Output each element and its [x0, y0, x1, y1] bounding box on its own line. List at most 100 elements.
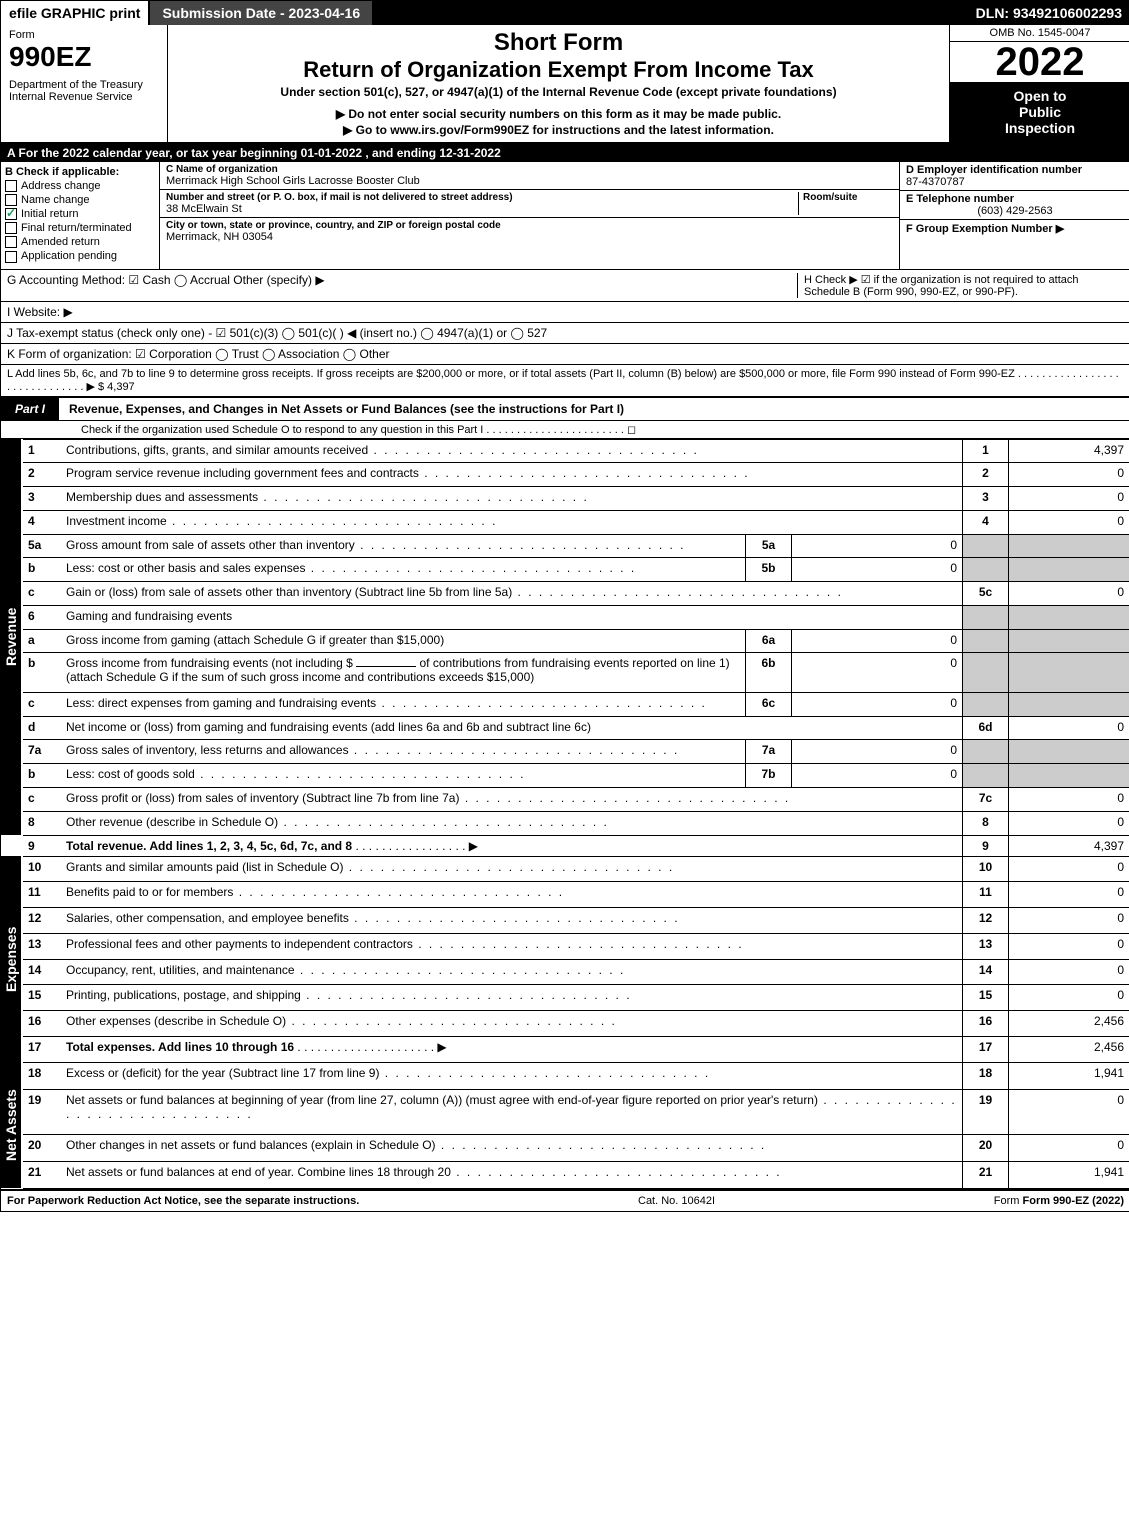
table-row: 12 Salaries, other compensation, and emp…: [1, 908, 1129, 934]
tax-year: 2022: [950, 42, 1129, 82]
dept-label: Department of the Treasury: [9, 79, 159, 91]
line-desc: Total revenue. Add lines 1, 2, 3, 4, 5c,…: [66, 839, 352, 853]
shaded-cell: [963, 534, 1009, 558]
section-b: B Check if applicable: Address change Na…: [1, 162, 160, 269]
shaded-cell: [963, 692, 1009, 716]
check-final-return: Final return/terminated: [5, 222, 155, 234]
line-desc: Membership dues and assessments: [66, 490, 589, 504]
line-subref: 6b: [746, 653, 792, 693]
footer-right: Form Form 990-EZ (2022): [994, 1195, 1124, 1207]
footer-mid: Cat. No. 10642I: [638, 1195, 715, 1207]
footer-left: For Paperwork Reduction Act Notice, see …: [7, 1195, 359, 1207]
line-num: 2: [23, 463, 61, 487]
inspection-line2: Public: [954, 104, 1126, 120]
table-row: 20 Other changes in net assets or fund b…: [1, 1134, 1129, 1161]
check-name-change: Name change: [5, 194, 155, 206]
line-desc: Investment income: [66, 514, 497, 528]
line-num: b: [23, 764, 61, 788]
line-val: 0: [1009, 933, 1129, 959]
shaded-cell: [1009, 558, 1129, 582]
phone-value: (603) 429-2563: [906, 205, 1124, 217]
header-left: Form 990EZ Department of the Treasury In…: [1, 25, 168, 142]
line-num: 20: [23, 1134, 61, 1161]
line-num: 21: [23, 1161, 61, 1188]
line-val: 0: [1009, 908, 1129, 934]
org-name-cell: C Name of organization Merrimack High Sc…: [160, 162, 899, 190]
line-ref: 15: [963, 985, 1009, 1011]
line-ref: 7c: [963, 787, 1009, 811]
table-row: 11 Benefits paid to or for members 11 0: [1, 882, 1129, 908]
line-desc: Net assets or fund balances at end of ye…: [66, 1165, 782, 1179]
part1-check-line: Check if the organization used Schedule …: [1, 421, 1129, 439]
shaded-cell: [1009, 534, 1129, 558]
line-desc: Gross amount from sale of assets other t…: [66, 538, 686, 552]
efile-print-label: efile GRAPHIC print: [1, 1, 150, 25]
table-row: 8 Other revenue (describe in Schedule O)…: [1, 811, 1129, 835]
room-label: Room/suite: [803, 192, 893, 203]
subtitle: Under section 501(c), 527, or 4947(a)(1)…: [172, 85, 945, 99]
line-ref: 6d: [963, 716, 1009, 740]
line-desc: Gaming and fundraising events: [61, 605, 963, 629]
line-ref: 5c: [963, 582, 1009, 606]
vlabel-revenue: Revenue: [1, 439, 21, 835]
line-num: 19: [23, 1089, 61, 1134]
header-right: OMB No. 1545-0047 2022 Open to Public In…: [949, 25, 1129, 142]
line-val: 0: [1009, 856, 1129, 882]
part1-tab: Part I: [1, 398, 59, 420]
table-row: Net Assets 18 Excess or (deficit) for th…: [1, 1062, 1129, 1089]
irs-label: Internal Revenue Service: [9, 91, 159, 103]
shaded-cell: [1009, 764, 1129, 788]
line-k: K Form of organization: ☑ Corporation ◯ …: [1, 344, 1129, 365]
title-short-form: Short Form: [172, 29, 945, 57]
line-desc: Less: cost of goods sold: [66, 767, 525, 781]
table-row: 2 Program service revenue including gove…: [1, 463, 1129, 487]
line-a-tax-year: A For the 2022 calendar year, or tax yea…: [1, 144, 1129, 162]
line-num: 16: [23, 1011, 61, 1037]
check-amended-return: Amended return: [5, 236, 155, 248]
section-c: C Name of organization Merrimack High Sc…: [160, 162, 899, 269]
line-desc: Occupancy, rent, utilities, and maintena…: [66, 963, 625, 977]
line-desc: Total expenses. Add lines 10 through 16: [66, 1040, 294, 1054]
line-val: 2,456: [1009, 1011, 1129, 1037]
shaded-cell: [963, 605, 1009, 629]
line-val: 1,941: [1009, 1161, 1129, 1188]
line-desc: Net income or (loss) from gaming and fun…: [61, 716, 963, 740]
line-desc: Program service revenue including govern…: [66, 466, 750, 480]
part1-title: Revenue, Expenses, and Changes in Net As…: [59, 402, 624, 416]
line-desc: Gross income from fundraising events (no…: [61, 653, 746, 693]
table-row: Expenses 10 Grants and similar amounts p…: [1, 856, 1129, 882]
line-num: c: [23, 692, 61, 716]
check-label: Initial return: [21, 208, 78, 220]
line-subval: 0: [792, 534, 963, 558]
line-desc: Professional fees and other payments to …: [66, 937, 744, 951]
line-num: 9: [23, 835, 61, 856]
line-num: 13: [23, 933, 61, 959]
line-ref: 2: [963, 463, 1009, 487]
line-num: 8: [23, 811, 61, 835]
org-city: Merrimack, NH 03054: [166, 231, 893, 243]
table-row: Revenue 1 Contributions, gifts, grants, …: [1, 439, 1129, 463]
line-subref: 7b: [746, 764, 792, 788]
shaded-cell: [1009, 605, 1129, 629]
org-city-cell: City or town, state or province, country…: [160, 218, 899, 245]
section-d-e-f: D Employer identification number 87-4370…: [899, 162, 1129, 269]
shaded-cell: [1009, 740, 1129, 764]
group-label: F Group Exemption Number ▶: [906, 223, 1064, 235]
line-ref: 19: [963, 1089, 1009, 1134]
phone-cell: E Telephone number (603) 429-2563: [900, 191, 1129, 220]
line-ref: 17: [963, 1036, 1009, 1062]
table-row: 17 Total expenses. Add lines 10 through …: [1, 1036, 1129, 1062]
line-num: 10: [23, 856, 61, 882]
line-num: c: [23, 582, 61, 606]
line-desc: Salaries, other compensation, and employ…: [66, 911, 680, 925]
line-num: 7a: [23, 740, 61, 764]
line-h: H Check ▶ ☑ if the organization is not r…: [797, 273, 1124, 298]
city-label: City or town, state or province, country…: [166, 220, 893, 231]
line-desc: Gross sales of inventory, less returns a…: [66, 743, 679, 757]
note-goto: ▶ Go to www.irs.gov/Form990EZ for instru…: [172, 123, 945, 137]
page-footer: For Paperwork Reduction Act Notice, see …: [1, 1189, 1129, 1211]
addr-label: Number and street (or P. O. box, if mail…: [166, 192, 798, 203]
line-subref: 6a: [746, 629, 792, 653]
line-ref: 8: [963, 811, 1009, 835]
table-row: b Gross income from fundraising events (…: [1, 653, 1129, 693]
